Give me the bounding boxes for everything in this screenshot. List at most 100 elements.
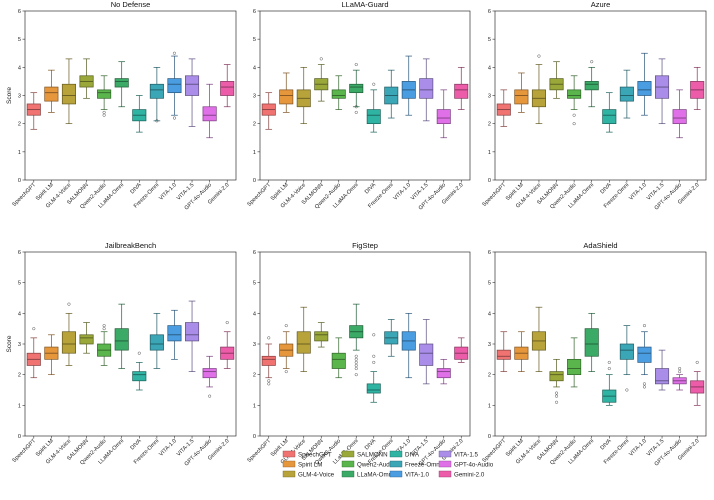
legend-item: GLM-4-Voice (282, 470, 335, 479)
outlier-point (554, 400, 559, 404)
box-spirit-lm (279, 72, 294, 113)
box-iqr (296, 331, 311, 354)
outlier-point (319, 57, 323, 61)
y-tick-label: 4 (253, 65, 256, 71)
x-tick-label: DIVA (600, 438, 613, 451)
y-tick-label: 4 (488, 65, 491, 71)
panel-title: No Defense (111, 0, 151, 9)
legend: SpeechGPT Spirit LM GLM-4-Voice SALMONN Qwen… (282, 450, 494, 479)
box-qwen2-audio (97, 324, 112, 366)
panel-title: AdaShield (583, 241, 617, 250)
y-tick-label: 6 (488, 250, 491, 256)
box-vita-1-5 (185, 300, 200, 372)
y-tick-label: 2 (253, 373, 256, 379)
box-speechgpt (261, 336, 276, 386)
axes-frame (24, 251, 237, 437)
outlier-point (67, 302, 71, 306)
box-glm-4-voice (531, 306, 546, 372)
box-salmonn (314, 57, 329, 102)
x-tick-label: DIVA (130, 182, 143, 195)
box-glm-4-voice (531, 54, 546, 125)
box-iqr (419, 343, 434, 366)
legend-swatch (341, 460, 355, 468)
box-iqr (436, 109, 451, 125)
outlier-point (625, 388, 629, 392)
legend-swatch (389, 450, 403, 458)
x-tick-label: DIVA (364, 182, 377, 195)
box-spirit-lm (44, 334, 59, 376)
box-qwen2-audio (331, 75, 346, 110)
y-tick-label: 1 (18, 403, 21, 409)
box-gemini-2-0 (690, 360, 705, 406)
panel-title: Azure (591, 0, 611, 9)
x-tick-label: SpeechGPT (246, 438, 272, 464)
box-vita-1-0 (167, 309, 182, 360)
box-vita-1-0 (167, 51, 182, 120)
y-axis-label: Score (6, 335, 13, 352)
legend-swatch (282, 470, 296, 478)
box-iqr (672, 109, 687, 125)
box-iqr (185, 75, 200, 96)
y-tick-label: 3 (253, 342, 256, 348)
outlier-point (354, 62, 358, 67)
y-tick-label: 1 (253, 403, 256, 409)
outlier-point (267, 379, 271, 383)
legend-item: SALMONN (341, 450, 388, 459)
box-qwen2-audio (97, 75, 112, 117)
y-tick-label: 6 (253, 250, 256, 256)
outlier-point (695, 360, 699, 364)
outlier-point (102, 327, 106, 331)
box-iqr (419, 78, 434, 99)
box-glm-4-voice (296, 66, 311, 125)
y-tick-label: 6 (18, 250, 21, 256)
box-salmonn (79, 58, 94, 99)
box-gemini-2-0 (220, 320, 235, 369)
outlier-point (32, 327, 36, 331)
outlier-point (102, 110, 106, 114)
outlier-point (354, 360, 358, 364)
y-tick-label: 3 (488, 342, 491, 348)
box-iqr (602, 109, 617, 125)
panel-jailbreakbench: JailbreakBench0123456ScoreSpeechGPTSpiri… (6, 241, 237, 467)
box-speechgpt (26, 92, 41, 130)
box-freeze-omni (384, 319, 399, 357)
y-tick-label: 3 (18, 342, 21, 348)
outlier-point (372, 354, 376, 358)
legend-label: Freeze-Omni (405, 462, 441, 469)
box-qwen2-audio (567, 75, 582, 126)
box-iqr (114, 328, 129, 351)
box-salmonn (314, 322, 329, 348)
legend-item: DIVA (389, 450, 420, 459)
box-glm-4-voice (61, 58, 76, 125)
box-freeze-omni (149, 312, 164, 369)
y-tick-label: 0 (18, 434, 21, 440)
box-iqr (349, 83, 364, 94)
box-gpt-4o-audio (672, 89, 687, 139)
outlier-point (172, 116, 177, 120)
box-vita-1-5 (419, 58, 434, 122)
outlier-point (537, 54, 541, 58)
outlier-point (284, 324, 288, 328)
box-diva (602, 360, 617, 406)
y-tick-label: 1 (488, 403, 491, 409)
legend-item: Gemini-2.0 (438, 470, 485, 479)
legend-label: Qwen2-Audio (357, 462, 395, 469)
x-tick-label: VITA-1.0 (158, 182, 178, 202)
box-glm-4-voice (61, 302, 76, 366)
box-qwen2-audio (331, 337, 346, 379)
box-iqr (366, 109, 381, 125)
y-tick-label: 1 (253, 150, 256, 156)
y-axis-label: Score (6, 87, 13, 104)
box-diva (132, 351, 147, 391)
outlier-point (172, 51, 177, 55)
box-iqr (97, 89, 112, 99)
y-tick-label: 1 (18, 150, 21, 156)
box-speechgpt (496, 331, 511, 372)
box-iqr (220, 81, 235, 96)
box-vita-1-0 (401, 312, 416, 379)
x-tick-label: SpeechGPT (11, 438, 37, 464)
box-gemini-2-0 (220, 64, 235, 108)
box-diva (132, 95, 147, 133)
